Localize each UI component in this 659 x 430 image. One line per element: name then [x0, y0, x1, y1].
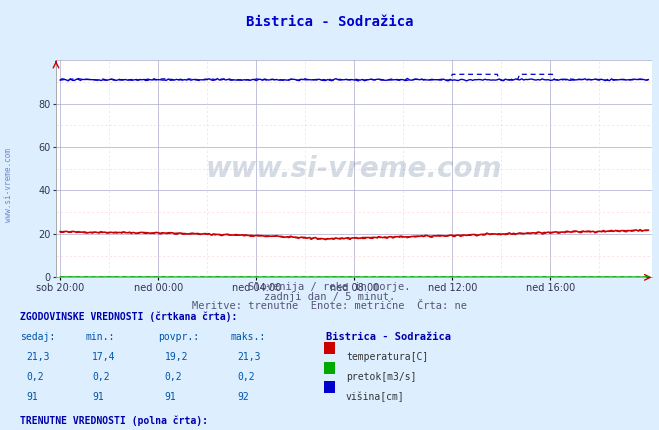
Text: temperatura[C]: temperatura[C] [346, 352, 428, 362]
Text: Bistrica - Sodražica: Bistrica - Sodražica [326, 332, 451, 342]
Text: www.si-vreme.com: www.si-vreme.com [4, 148, 13, 222]
Text: 0,2: 0,2 [92, 372, 110, 382]
Text: 17,4: 17,4 [92, 352, 116, 362]
Text: višina[cm]: višina[cm] [346, 392, 405, 402]
Text: povpr.:: povpr.: [158, 332, 199, 342]
Text: zadnji dan / 5 minut.: zadnji dan / 5 minut. [264, 292, 395, 301]
Text: 0,2: 0,2 [165, 372, 183, 382]
Text: 0,2: 0,2 [237, 372, 255, 382]
Text: 92: 92 [237, 392, 249, 402]
Text: sedaj:: sedaj: [20, 332, 55, 342]
Text: www.si-vreme.com: www.si-vreme.com [206, 155, 502, 183]
Text: maks.:: maks.: [231, 332, 266, 342]
Text: 19,2: 19,2 [165, 352, 188, 362]
Text: Slovenija / reke in morje.: Slovenija / reke in morje. [248, 282, 411, 292]
Text: pretok[m3/s]: pretok[m3/s] [346, 372, 416, 382]
Text: 91: 91 [165, 392, 177, 402]
Text: 21,3: 21,3 [26, 352, 50, 362]
Text: min.:: min.: [86, 332, 115, 342]
Text: ZGODOVINSKE VREDNOSTI (črtkana črta):: ZGODOVINSKE VREDNOSTI (črtkana črta): [20, 312, 237, 322]
Text: TRENUTNE VREDNOSTI (polna črta):: TRENUTNE VREDNOSTI (polna črta): [20, 416, 208, 426]
Text: Bistrica - Sodražica: Bistrica - Sodražica [246, 15, 413, 29]
Text: 0,2: 0,2 [26, 372, 44, 382]
Text: 21,3: 21,3 [237, 352, 261, 362]
Text: 91: 91 [26, 392, 38, 402]
Text: 91: 91 [92, 392, 104, 402]
Text: Meritve: trenutne  Enote: metrične  Črta: ne: Meritve: trenutne Enote: metrične Črta: … [192, 301, 467, 311]
